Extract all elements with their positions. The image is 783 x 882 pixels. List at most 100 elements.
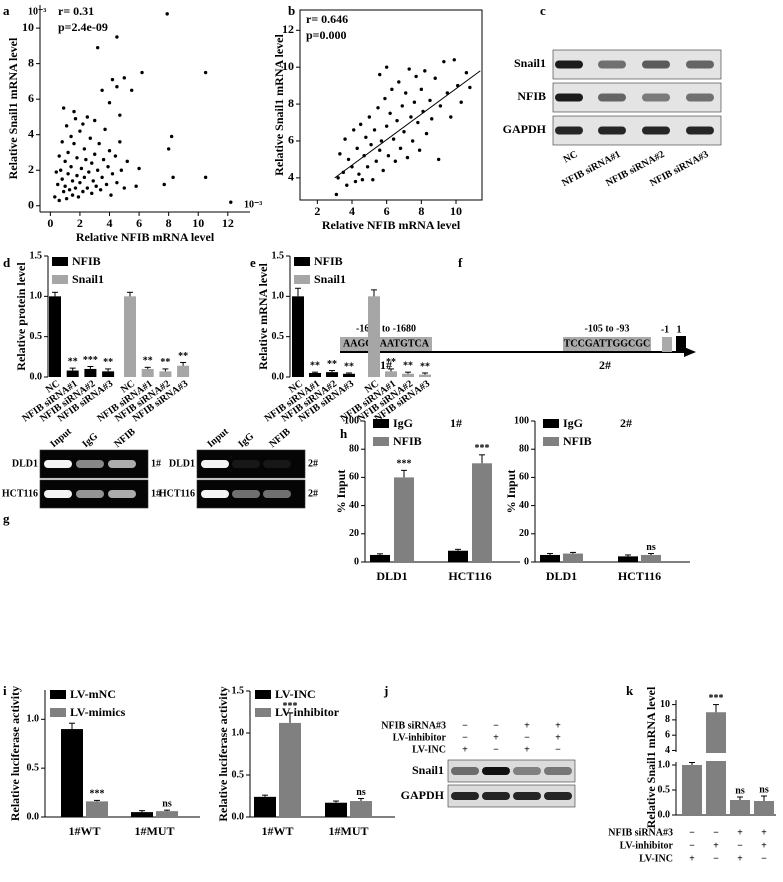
point bbox=[416, 120, 420, 125]
x-axis-label: Relative NFIB mRNA level bbox=[76, 230, 215, 244]
point bbox=[405, 155, 410, 160]
legend-label: NFIB bbox=[72, 254, 101, 268]
x-axis-label: Relative NFIB mRNA level bbox=[322, 218, 461, 232]
x-tick-label: 2 bbox=[314, 204, 320, 218]
x-tick-label: 6 bbox=[136, 216, 142, 230]
bar bbox=[159, 371, 172, 377]
condition-sign: + bbox=[761, 827, 767, 838]
bar bbox=[141, 368, 154, 377]
gel-band bbox=[263, 490, 291, 498]
x-tick-label: HCT116 bbox=[618, 569, 661, 583]
annotation: p=0.000 bbox=[306, 28, 347, 42]
bar bbox=[279, 722, 301, 817]
y-tick-label: 1.0 bbox=[30, 291, 43, 302]
significance-label: ** bbox=[68, 356, 78, 367]
point bbox=[81, 189, 85, 194]
y-tick-label: 60 bbox=[349, 472, 359, 483]
gel-band bbox=[108, 460, 136, 468]
y-tick-label: 1.5 bbox=[232, 685, 245, 696]
x-tick-label: DLD1 bbox=[376, 569, 407, 583]
point bbox=[459, 100, 463, 104]
gel-band bbox=[642, 126, 670, 135]
unit-label: 10⁻³ bbox=[244, 199, 262, 210]
bar bbox=[124, 296, 136, 377]
annotation: p=2.4e-09 bbox=[58, 20, 108, 34]
condition-sign: − bbox=[761, 853, 767, 864]
panel-letter: i bbox=[3, 683, 7, 698]
point bbox=[61, 189, 66, 194]
y-tick-label: 4 bbox=[288, 170, 294, 184]
bar bbox=[156, 811, 178, 817]
significance-label: ** bbox=[143, 356, 153, 367]
condition-sign: − bbox=[462, 720, 468, 731]
y-axis-label: Relative mRNA level bbox=[256, 263, 270, 370]
point bbox=[371, 178, 375, 182]
point bbox=[61, 106, 66, 110]
point bbox=[78, 180, 82, 185]
point bbox=[393, 159, 398, 163]
panel-letter: b bbox=[288, 3, 295, 18]
significance-label: ** bbox=[420, 361, 430, 372]
point bbox=[365, 165, 370, 169]
bar bbox=[343, 373, 355, 377]
gel-band bbox=[76, 490, 104, 498]
point bbox=[72, 109, 76, 114]
significance-label: ** bbox=[386, 357, 396, 368]
point bbox=[203, 175, 208, 180]
point bbox=[118, 113, 122, 117]
point bbox=[353, 179, 358, 184]
bar bbox=[385, 371, 397, 377]
site-sequence: AAGCCAATGTCA bbox=[343, 338, 430, 349]
condition-sign: + bbox=[737, 853, 743, 864]
x-tick-label: 1#WT bbox=[261, 824, 293, 838]
condition-sign: − bbox=[493, 720, 499, 731]
x-tick-label: 1#WT bbox=[68, 824, 100, 838]
legend-label: LV-mimics bbox=[70, 705, 126, 719]
condition-label: LV-inhibitor bbox=[393, 732, 447, 743]
point bbox=[442, 59, 446, 64]
panel-letter: c bbox=[540, 3, 546, 18]
y-tick-label: 2 bbox=[28, 162, 34, 176]
point bbox=[81, 122, 85, 126]
gel-band bbox=[642, 60, 670, 69]
point bbox=[400, 104, 404, 108]
y-tick-label: 8 bbox=[28, 55, 34, 69]
row-label: GAPDH bbox=[503, 122, 547, 136]
gel-band bbox=[451, 767, 479, 775]
point bbox=[122, 186, 126, 190]
gel-band bbox=[201, 460, 229, 468]
point bbox=[88, 136, 92, 140]
y-axis-label: Relative protein level bbox=[14, 262, 28, 371]
point bbox=[334, 192, 339, 197]
panel-letter: d bbox=[3, 255, 11, 270]
site-range: -105 to -93 bbox=[585, 323, 630, 334]
point bbox=[110, 77, 115, 82]
point bbox=[60, 140, 64, 144]
x-tick-label: 8 bbox=[166, 216, 172, 230]
point bbox=[398, 146, 403, 151]
point bbox=[409, 115, 413, 119]
y-tick-label: 0 bbox=[524, 556, 529, 567]
point bbox=[63, 159, 67, 164]
y-tick-label: 1.5 bbox=[30, 250, 43, 261]
point bbox=[386, 154, 391, 158]
y-tick-label: 10 bbox=[22, 20, 34, 34]
point bbox=[118, 140, 122, 144]
point bbox=[171, 175, 175, 180]
y-tick-label: 0.0 bbox=[232, 811, 245, 822]
gel-band bbox=[555, 60, 583, 69]
significance-label: ** bbox=[310, 360, 320, 371]
annotation: r= 0.646 bbox=[306, 12, 348, 26]
point bbox=[438, 104, 443, 108]
point bbox=[358, 122, 363, 127]
point bbox=[67, 188, 72, 192]
legend-label: NFIB bbox=[314, 254, 343, 268]
panel-letter: k bbox=[626, 683, 634, 698]
point bbox=[376, 106, 380, 110]
point bbox=[388, 111, 392, 116]
point bbox=[125, 159, 129, 164]
legend-swatch bbox=[294, 257, 310, 266]
condition-label: NFIB siRNA#3 bbox=[381, 720, 446, 731]
legend-label: LV-inhibitor bbox=[275, 705, 340, 719]
